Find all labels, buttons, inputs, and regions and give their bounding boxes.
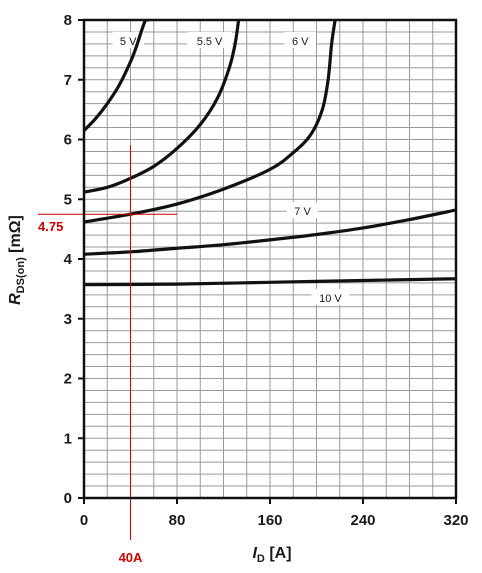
y-tick-label: 2 — [64, 371, 72, 388]
curve-series-3 — [84, 20, 337, 224]
y-axis-sub: DS(on) — [15, 257, 27, 293]
curve-label-1: 5 V — [120, 36, 137, 48]
x-axis-var: I — [252, 545, 257, 562]
tick-labels: 0 80 160 240 320 0 1 2 3 4 5 6 7 8 — [64, 12, 469, 529]
x-axis-sub: D — [257, 553, 265, 565]
curve-labels: 5 V 5.5 V 6 V 7 V 10 V — [120, 36, 343, 305]
curve-label-3: 6 V — [292, 36, 309, 48]
x-tick-label: 80 — [169, 512, 186, 529]
annotations: 4.75 40A — [38, 145, 177, 565]
curves — [84, 20, 456, 287]
curve-series-1 — [84, 20, 150, 133]
curve-label-box-5 — [311, 288, 350, 305]
curve-series-2 — [84, 20, 241, 194]
curve-label-5: 10 V — [319, 293, 342, 305]
curve-label-2: 5.5 V — [197, 36, 223, 48]
x-tick-label: 0 — [80, 512, 88, 529]
y-axis-unit: [mΩ] — [7, 215, 24, 257]
grid — [84, 20, 456, 498]
y-tick-label: 0 — [64, 490, 72, 507]
y-tick-label: 3 — [64, 311, 72, 328]
annotation-label-y: 4.75 — [38, 219, 63, 234]
y-tick-label: 5 — [64, 191, 72, 208]
curve-label-box-4 — [286, 202, 319, 219]
y-axis-var: R — [7, 293, 24, 305]
y-tick-label: 4 — [64, 251, 73, 268]
axes — [78, 18, 458, 504]
x-axis-title: ID [A] — [252, 545, 291, 565]
x-tick-label: 240 — [350, 512, 375, 529]
y-tick-label: 6 — [64, 132, 72, 149]
y-axis-title: RDS(on) [mΩ] — [7, 215, 27, 305]
curve-label-box-2 — [187, 31, 232, 48]
curve-label-backgrounds — [112, 31, 350, 305]
y-tick-label: 7 — [64, 72, 72, 89]
curve-label-box-3 — [284, 31, 316, 48]
curve-label-4: 7 V — [294, 206, 311, 218]
y-tick-label: 1 — [64, 430, 72, 447]
y-tick-label: 8 — [64, 12, 72, 29]
curve-series-4 — [84, 208, 456, 256]
x-axis-unit: [A] — [265, 545, 292, 562]
curve-series-5 — [84, 277, 456, 287]
x-tick-label: 160 — [257, 512, 282, 529]
annotation-label-x: 40A — [119, 550, 143, 565]
x-tick-label: 320 — [443, 512, 468, 529]
